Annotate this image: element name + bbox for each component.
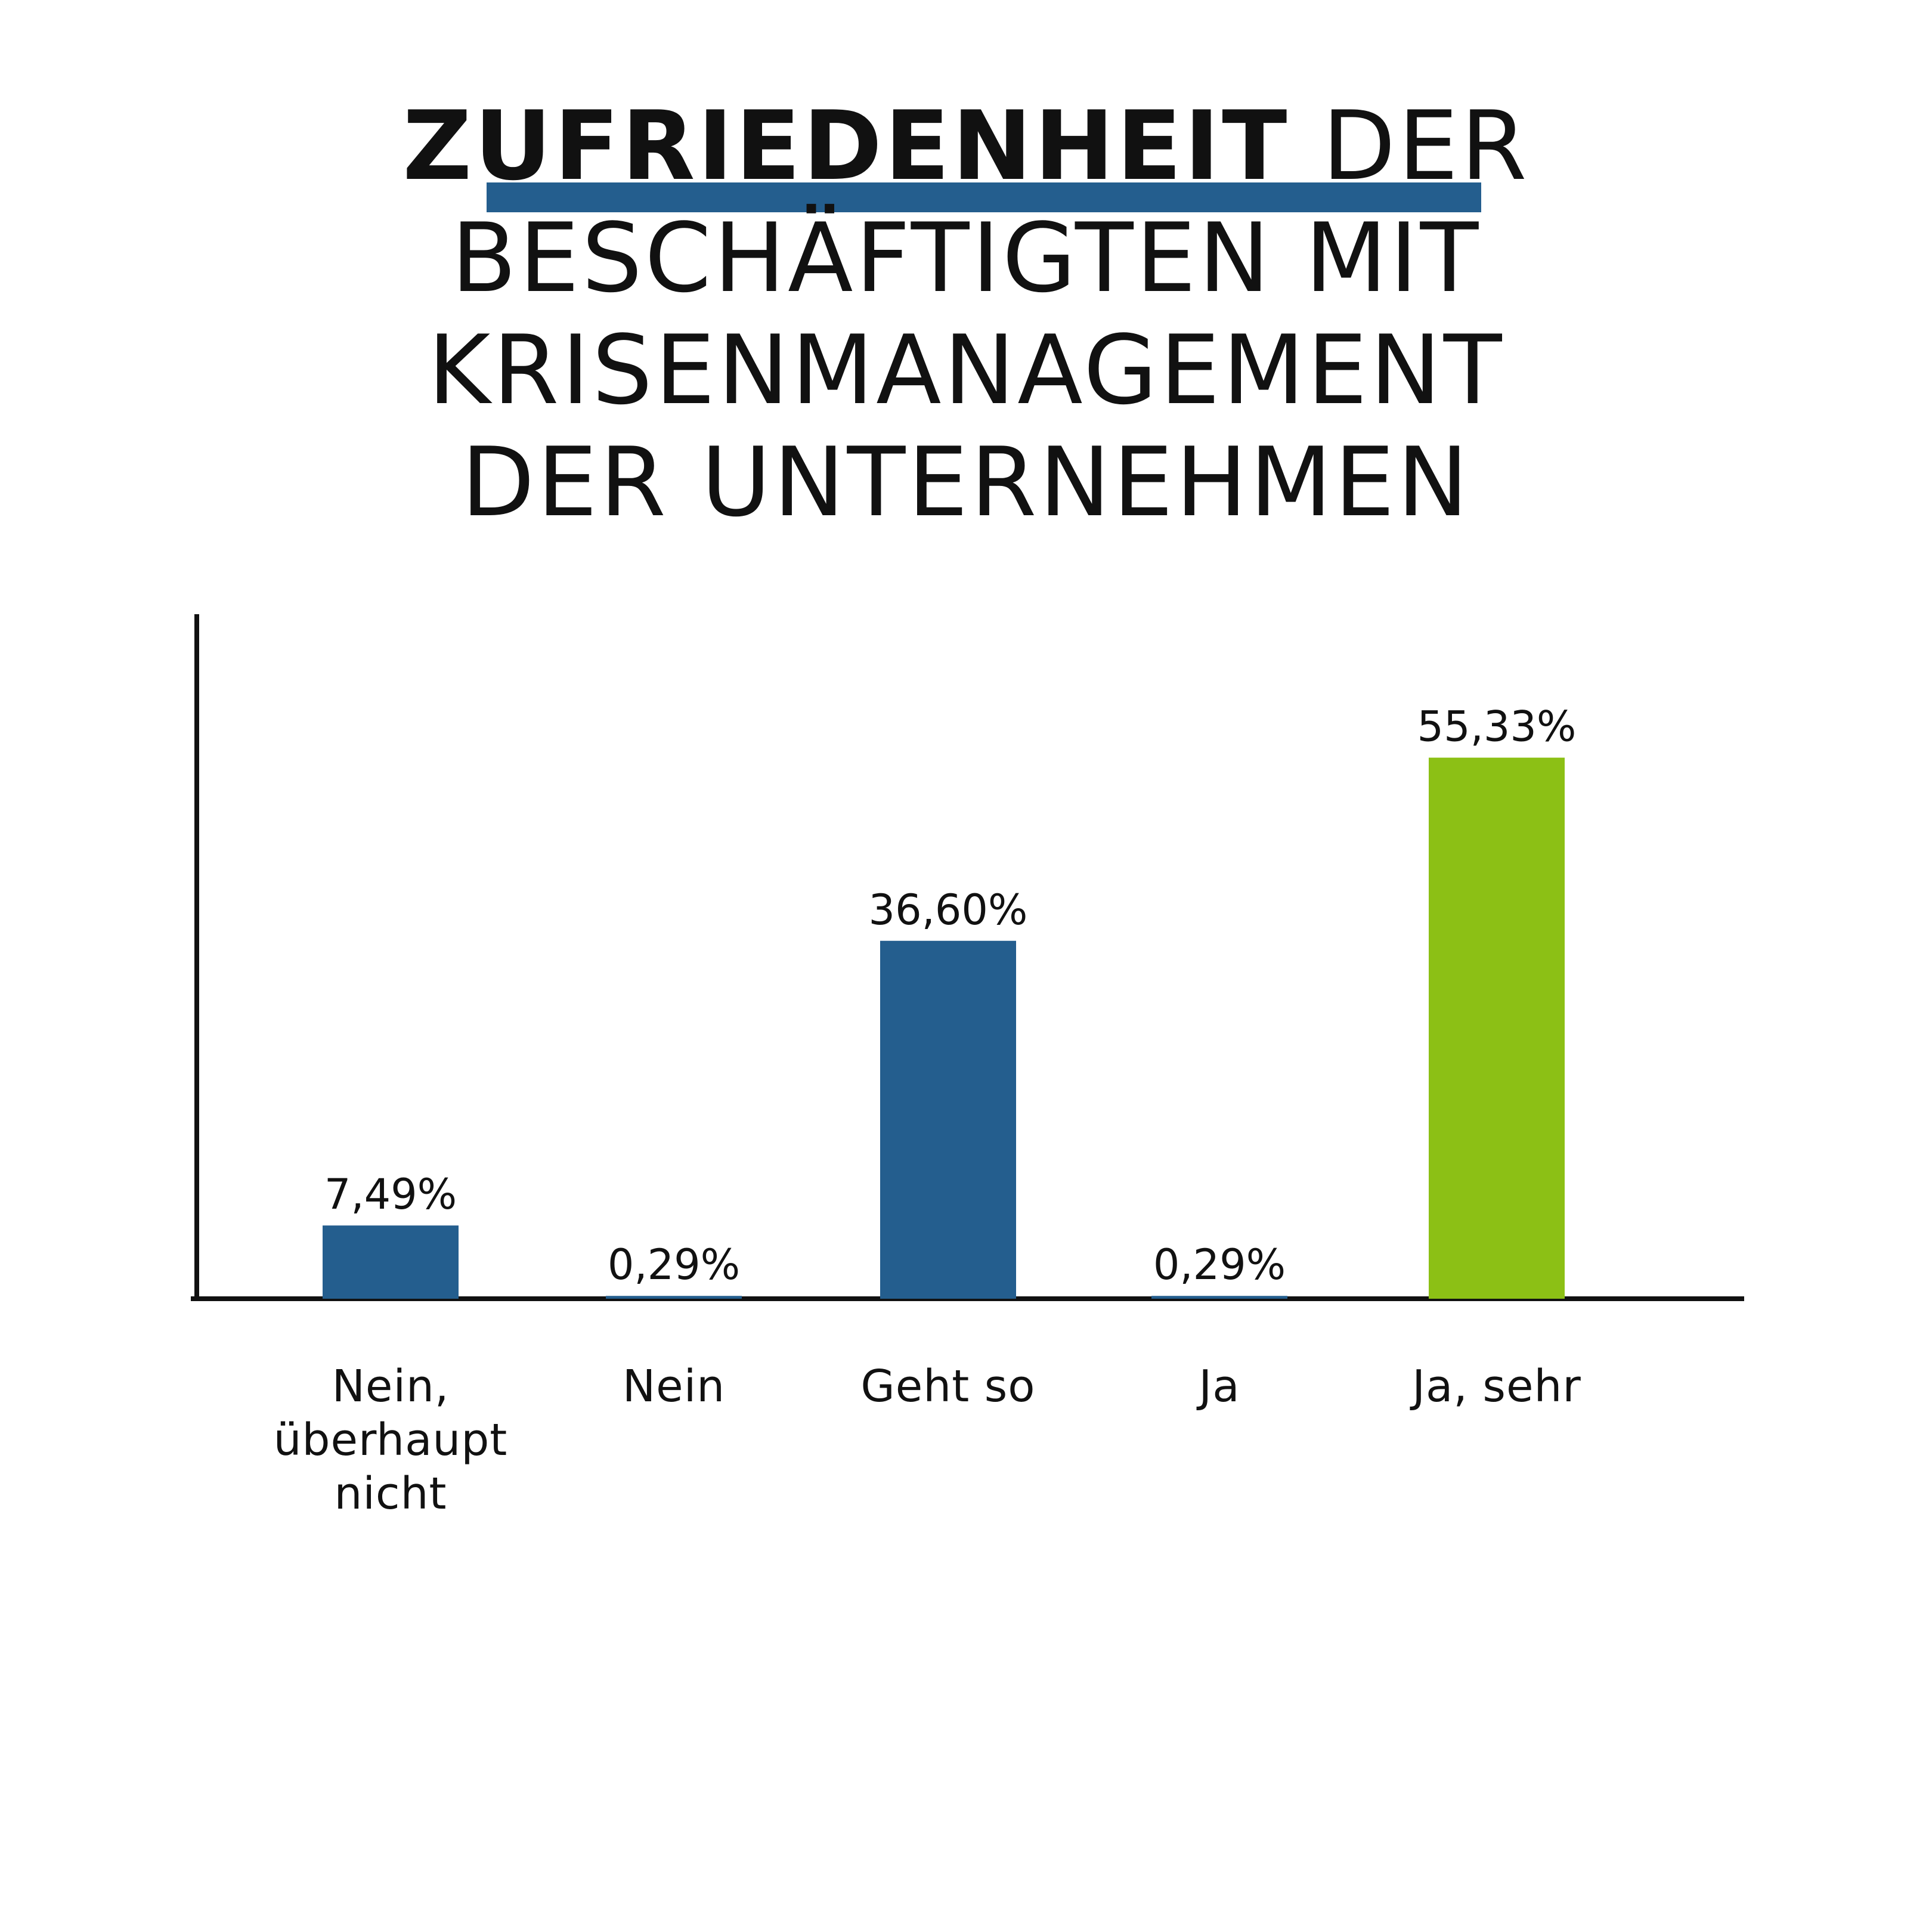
chart-title: ZUFRIEDENHEIT DER BESCHÄFTIGTEN MIT KRIS… [0, 0, 1932, 549]
title-emphasis: ZUFRIEDENHEIT [402, 90, 1290, 202]
bar [606, 1296, 742, 1299]
category-label: Ja [1199, 1361, 1240, 1412]
category-label: Nein, überhaupt nicht [273, 1361, 508, 1519]
category-label: Nein [622, 1361, 726, 1412]
bar [880, 940, 1016, 1299]
title-line-1-rest: DER [1289, 90, 1530, 202]
data-label: 55,33% [1417, 702, 1577, 751]
data-label: 0,29% [1153, 1240, 1286, 1289]
title-line-1: ZUFRIEDENHEIT DER [0, 89, 1932, 203]
bar [1151, 1296, 1287, 1299]
category-label: Ja, sehr [1412, 1361, 1581, 1412]
bar [1429, 757, 1565, 1299]
data-label: 7,49% [324, 1170, 457, 1219]
category-label: Geht so [860, 1361, 1036, 1412]
title-line-4: DER UNTERNEHMEN [461, 426, 1471, 538]
title-line-2: BESCHÄFTIGTEN MIT [451, 202, 1481, 314]
bar [323, 1225, 459, 1299]
title-line-3: KRISENMANAGEMENT [428, 314, 1504, 426]
data-label: 36,60% [869, 886, 1028, 934]
data-label: 0,29% [608, 1240, 740, 1289]
title-highlight-bar [487, 182, 1481, 212]
